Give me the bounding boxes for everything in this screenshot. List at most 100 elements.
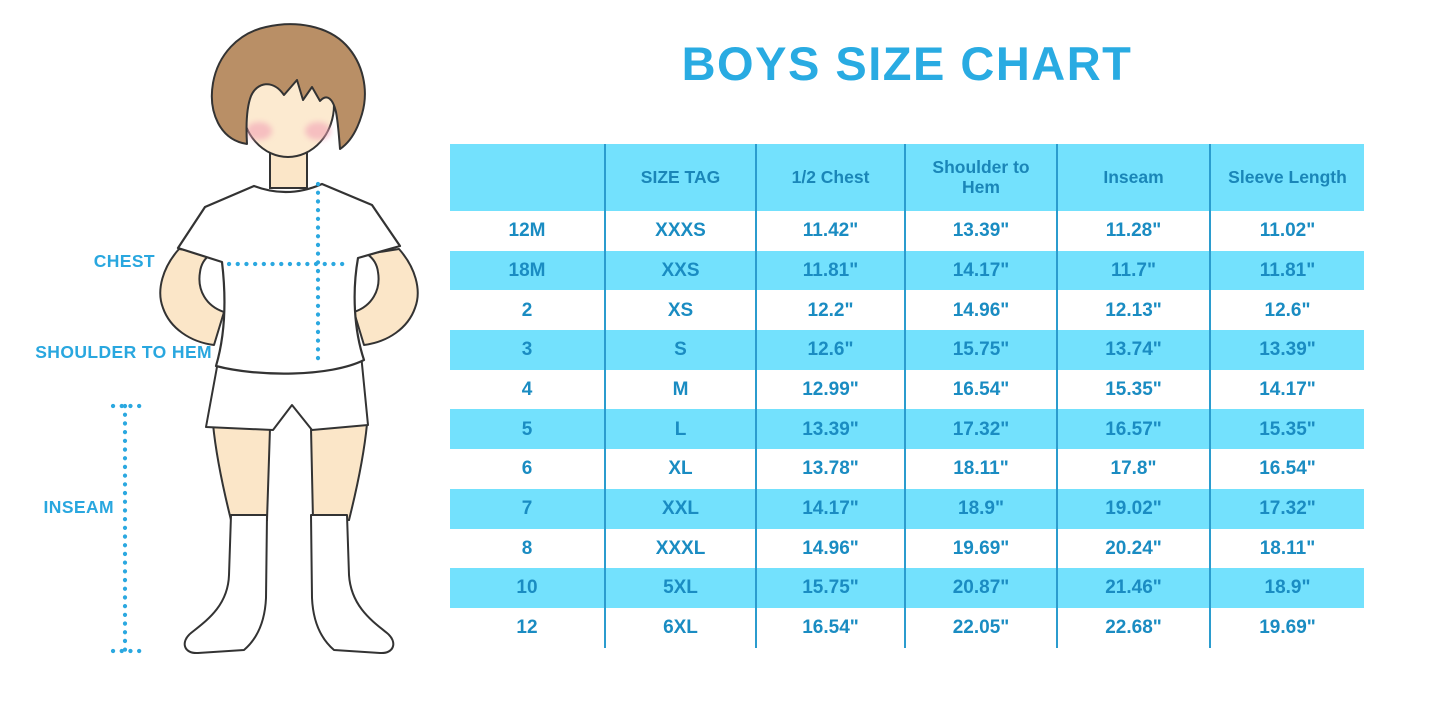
cell: 22.68" [1056, 607, 1209, 648]
cell: 2 [521, 299, 533, 321]
cell: 18M [508, 259, 546, 281]
boy-hair [211, 23, 366, 150]
cell: 19.02" [1056, 488, 1209, 529]
boy-illustration [110, 23, 419, 655]
cell: 11.02" [1209, 211, 1364, 251]
header-cell-shoulder-to-hem: Shoulder to Hem [904, 144, 1056, 211]
boy-left-arm [159, 248, 225, 346]
cell: S [604, 330, 755, 370]
table-row-18m: 18M XXS 11.81" 14.17" 11.7" 11.81" [450, 250, 1364, 291]
table-row-2: 2 XS 12.2" 14.96" 12.13" 12.6" [450, 290, 1364, 331]
cell: XXXL [604, 528, 755, 569]
cell: 18.9" [904, 488, 1056, 529]
cell: 5 [521, 418, 533, 440]
boy-right-arm [353, 248, 419, 346]
cell: 18.9" [1209, 568, 1364, 608]
table-row-7: 7 XXL 14.17" 18.9" 19.02" 17.32" [450, 488, 1364, 529]
cell: 12.2" [755, 290, 904, 331]
chest-label: CHEST [93, 251, 155, 271]
cell: 19.69" [1209, 607, 1364, 648]
table-row-12m: 12M XXXS 11.42" 13.39" 11.28" 11.02" [450, 211, 1364, 251]
cell: XXS [604, 250, 755, 291]
boy-left-leg [211, 422, 272, 521]
cell: 14.17" [1209, 369, 1364, 410]
cell: 17.32" [1209, 488, 1364, 529]
cell: 15.75" [755, 568, 904, 608]
table-row-4: 4 M 12.99" 16.54" 15.35" 14.17" [450, 369, 1364, 410]
cell: 14.96" [755, 528, 904, 569]
cell: L [604, 409, 755, 450]
cell: 6 [521, 458, 533, 480]
boy-right-leg [309, 422, 369, 521]
cell: 18.11" [1209, 528, 1364, 569]
table-row-5: 5 L 13.39" 17.32" 16.57" 15.35" [450, 409, 1364, 450]
cell: 17.8" [1056, 449, 1209, 489]
header-cell-size-tag: SIZE TAG [604, 144, 755, 211]
shoulder-to-hem-label: SHOULDER TO HEM [35, 342, 212, 362]
inseam-label: INSEAM [43, 497, 114, 517]
cell: 13.39" [755, 409, 904, 450]
size-table: SIZE TAG 1/2 Chest Shoulder to Hem Insea… [450, 144, 1364, 648]
table-header-row: SIZE TAG 1/2 Chest Shoulder to Hem Insea… [450, 144, 1364, 211]
table-row-3: 3 S 12.6" 15.75" 13.74" 13.39" [450, 330, 1364, 370]
cell: 12.99" [755, 369, 904, 410]
boy-right-sock [310, 514, 395, 655]
cell: 11.81" [755, 250, 904, 291]
cell: 16.54" [755, 607, 904, 648]
cell: 11.42" [755, 211, 904, 251]
cell: 11.7" [1056, 250, 1209, 291]
header-cell-inseam: Inseam [1056, 144, 1209, 211]
cell: 13.74" [1056, 330, 1209, 370]
cell: 14.17" [755, 488, 904, 529]
cell: 6XL [604, 607, 755, 648]
cell: 16.57" [1056, 409, 1209, 450]
cell: 13.39" [1209, 330, 1364, 370]
cell: 11.28" [1056, 211, 1209, 251]
cell: 4 [521, 378, 533, 400]
table-row-10: 10 5XL 15.75" 20.87" 21.46" 18.9" [450, 568, 1364, 608]
cell: 15.35" [1056, 369, 1209, 410]
cell: 12.13" [1056, 290, 1209, 331]
header-cell-sleeve-length: Sleeve Length [1209, 144, 1364, 211]
cell: 20.24" [1056, 528, 1209, 569]
cell: 13.78" [755, 449, 904, 489]
page-title: BOYS SIZE CHART [681, 37, 1133, 90]
cell: 7 [521, 498, 533, 520]
cell: 15.75" [904, 330, 1056, 370]
cell: XXL [604, 488, 755, 529]
cell: 16.54" [1209, 449, 1364, 489]
header-cell-size [450, 144, 604, 211]
cell: 12 [516, 617, 538, 639]
cell: 8 [521, 537, 533, 559]
cell: 15.35" [1209, 409, 1364, 450]
cell: XL [604, 449, 755, 489]
cell: 21.46" [1056, 568, 1209, 608]
cell: 17.32" [904, 409, 1056, 450]
cell: 20.87" [904, 568, 1056, 608]
cell: 13.39" [904, 211, 1056, 251]
table-row-6: 6 XL 13.78" 18.11" 17.8" 16.54" [450, 449, 1364, 489]
cell: 12.6" [1209, 290, 1364, 331]
cell: XS [604, 290, 755, 331]
cell: 16.54" [904, 369, 1056, 410]
cell: 14.96" [904, 290, 1056, 331]
cell: M [604, 369, 755, 410]
cell: 14.17" [904, 250, 1056, 291]
boy-blush [246, 122, 331, 140]
inseam-measure-line [110, 403, 143, 654]
cell: 12.6" [755, 330, 904, 370]
header-cell-half-chest: 1/2 Chest [755, 144, 904, 211]
boy-left-sock [183, 514, 268, 655]
cell: 12M [508, 220, 546, 242]
table-row-8: 8 XXXL 14.96" 19.69" 20.24" 18.11" [450, 528, 1364, 569]
table-row-12: 12 6XL 16.54" 22.05" 22.68" 19.69" [450, 607, 1364, 648]
cell: XXXS [604, 211, 755, 251]
cell: 22.05" [904, 607, 1056, 648]
cell: 11.81" [1209, 250, 1364, 291]
cell: 18.11" [904, 449, 1056, 489]
cell: 10 [516, 577, 538, 599]
cell: 5XL [604, 568, 755, 608]
cell: 19.69" [904, 528, 1056, 569]
cell: 3 [521, 339, 533, 361]
